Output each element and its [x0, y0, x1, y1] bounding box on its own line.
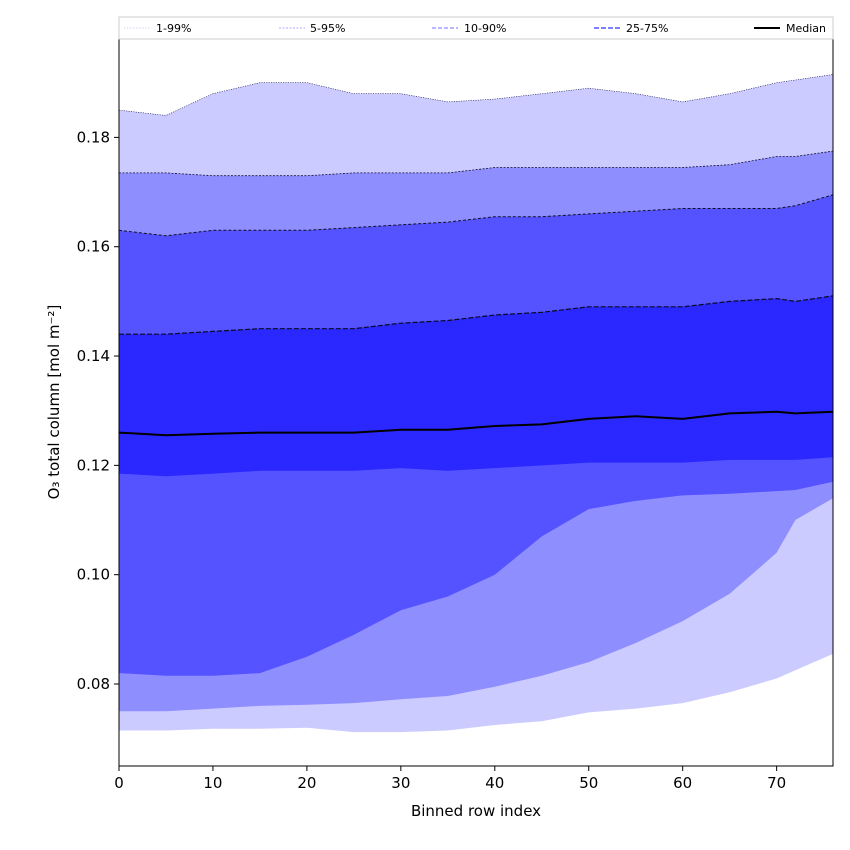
y-tick-label: 0.16	[77, 238, 110, 256]
legend-label-1-99: 1-99%	[156, 22, 191, 35]
x-tick-label: 0	[114, 774, 124, 792]
legend-label-10-90: 10-90%	[464, 22, 506, 35]
x-tick-label: 30	[391, 774, 410, 792]
y-tick-label: 0.18	[77, 128, 110, 146]
x-tick-label: 70	[767, 774, 786, 792]
legend-label-5-95: 5-95%	[310, 22, 345, 35]
line-p99	[119, 74, 833, 116]
legend: 1-99% 5-95% 10-90% 25-75% Median	[118, 16, 834, 40]
legend-label-median: Median	[786, 22, 826, 35]
line-p95	[119, 150, 833, 177]
legend-box	[118, 16, 834, 40]
x-tick-label: 60	[673, 774, 692, 792]
legend-label-25-75: 25-75%	[626, 22, 668, 35]
x-tick-label: 10	[203, 774, 222, 792]
x-axis-label: Binned row index	[411, 802, 541, 820]
x-tick-label: 40	[485, 774, 504, 792]
line-p90	[119, 194, 833, 237]
x-tick-label: 20	[297, 774, 316, 792]
y-tick-label: 0.14	[77, 347, 110, 365]
line-p75	[119, 295, 833, 335]
y-axis-label: O₃ total column [mol m⁻²]	[45, 305, 63, 500]
median-line	[119, 410, 833, 437]
band-25-75	[119, 295, 833, 477]
y-tick-label: 0.08	[77, 675, 110, 693]
y-tick-label: 0.10	[77, 566, 110, 584]
y-tick-label: 0.12	[77, 456, 110, 474]
x-tick-label: 50	[579, 774, 598, 792]
